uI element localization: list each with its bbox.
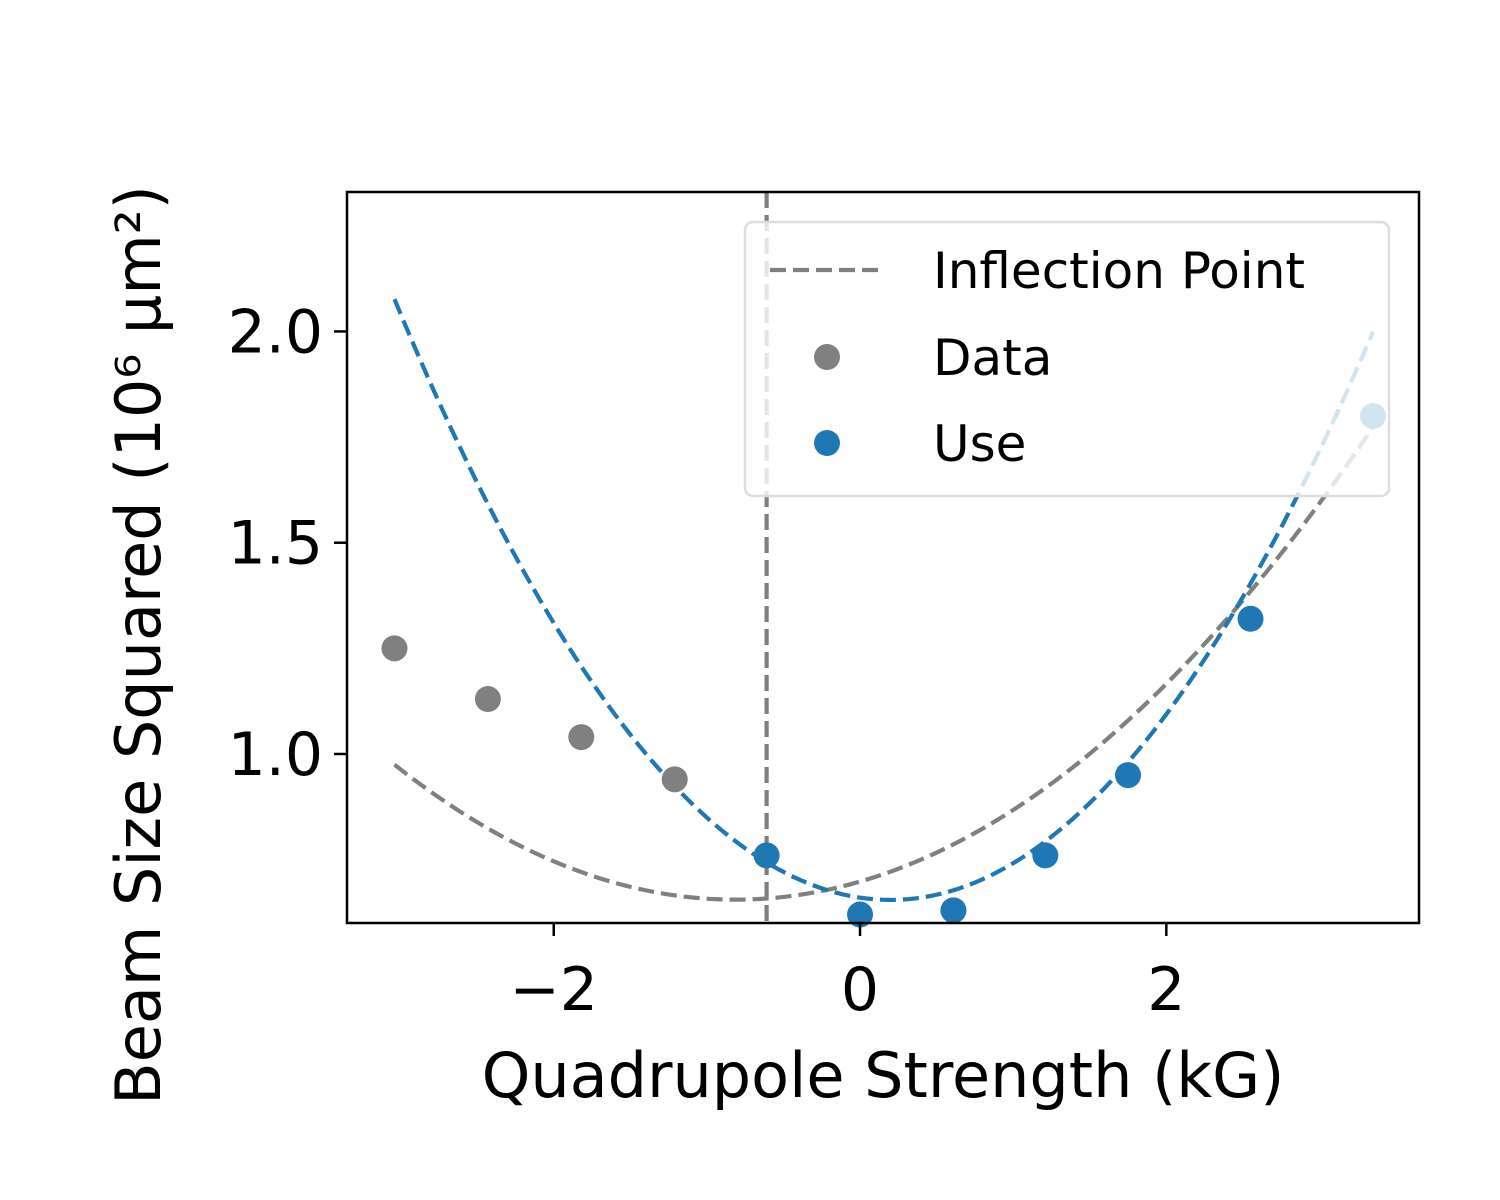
x-axis-title: Quadrupole Strength (kG) — [482, 1039, 1285, 1112]
legend-label: Use — [933, 415, 1026, 473]
use-point — [940, 897, 967, 924]
use-point — [1115, 762, 1142, 789]
legend-box — [743, 220, 1391, 498]
use-point — [1032, 842, 1059, 869]
x-tick-label: 0 — [841, 955, 879, 1025]
data-point — [568, 724, 595, 751]
y-tick-label: 1.0 — [228, 720, 323, 790]
axis-ticks: −2 0 2 1.0 1.5 2.0 — [228, 297, 1186, 1025]
data-points — [381, 402, 1387, 928]
fit-curve-1 — [392, 298, 1375, 903]
fit-curve-0 — [393, 425, 1375, 902]
legend: Inflection Point Data Use — [743, 220, 1391, 498]
data-point — [661, 766, 688, 793]
x-tick-label: −2 — [510, 955, 598, 1025]
legend-dot-marker — [814, 344, 840, 370]
y-tick-label: 2.0 — [228, 297, 323, 367]
legend-dot-marker — [814, 430, 840, 456]
fit-curves — [392, 298, 1375, 903]
x-tick-label: 2 — [1147, 955, 1185, 1025]
data-point — [381, 635, 408, 662]
y-tick-label: 1.5 — [228, 509, 323, 579]
data-point — [474, 686, 501, 713]
y-axis-title: Beam Size Squared (10⁶ μm²) — [102, 185, 175, 1105]
use-point — [753, 842, 780, 869]
use-point — [847, 901, 874, 928]
legend-label: Inflection Point — [933, 242, 1305, 300]
legend-label: Data — [933, 329, 1052, 387]
plot-frame — [345, 190, 1421, 925]
use-point — [1237, 605, 1264, 632]
